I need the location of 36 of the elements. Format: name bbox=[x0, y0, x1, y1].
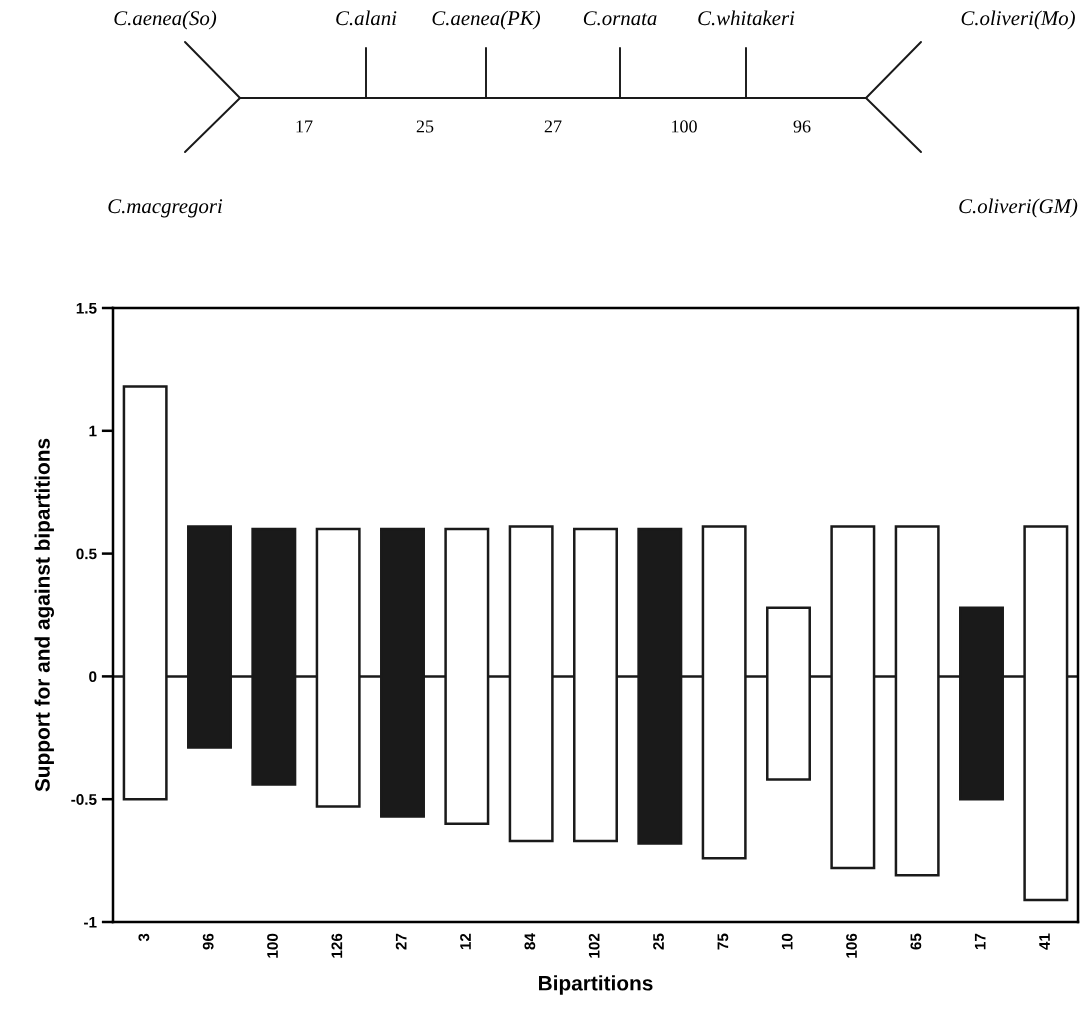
x-tick-label: 27 bbox=[395, 933, 407, 950]
x-tick-label: 96 bbox=[202, 933, 214, 950]
x-tick-label: 126 bbox=[331, 933, 343, 958]
text: C.oliveri(GM) bbox=[959, 198, 1078, 218]
text: C.ornata bbox=[583, 11, 657, 26]
text: C.macgregori bbox=[108, 199, 223, 218]
text: C.oliveri(Mo) bbox=[961, 10, 1075, 30]
x-axis-title: Bipartitions bbox=[539, 975, 653, 995]
y-tick-label: 1 bbox=[89, 425, 97, 437]
x-tick-label: 25 bbox=[653, 933, 664, 950]
y-tick-label: -1 bbox=[84, 917, 97, 928]
y-axis-title: Support for and against bipartitions bbox=[34, 438, 55, 792]
text: 17 bbox=[296, 120, 313, 133]
text: 27 bbox=[544, 120, 562, 133]
y-tick-label: 0.5 bbox=[76, 548, 97, 560]
x-tick-label: 106 bbox=[846, 933, 857, 958]
y-tick-label: 0 bbox=[89, 671, 97, 683]
x-tick-label: 100 bbox=[267, 933, 278, 958]
x-tick-label: 17 bbox=[974, 933, 986, 950]
text: C.aenea(PK) bbox=[432, 10, 541, 30]
text: C.whitakeri bbox=[698, 10, 795, 26]
y-tick-label: 1.5 bbox=[76, 303, 97, 314]
text: 96 bbox=[793, 120, 811, 133]
x-tick-label: 41 bbox=[1039, 933, 1050, 950]
text: 25 bbox=[416, 120, 434, 133]
x-tick-label: 3 bbox=[138, 933, 150, 942]
text: C.aenea(So) bbox=[114, 10, 217, 30]
x-tick-label: 65 bbox=[910, 933, 922, 950]
x-tick-label: 75 bbox=[717, 933, 729, 950]
x-tick-label: 12 bbox=[460, 933, 471, 950]
x-tick-label: 102 bbox=[588, 933, 600, 958]
x-tick-label: 10 bbox=[781, 933, 793, 950]
x-tick-label: 84 bbox=[524, 933, 536, 950]
y-tick-label: -0.5 bbox=[71, 794, 97, 805]
text: C.alani bbox=[336, 10, 397, 26]
text: 100 bbox=[672, 120, 697, 133]
